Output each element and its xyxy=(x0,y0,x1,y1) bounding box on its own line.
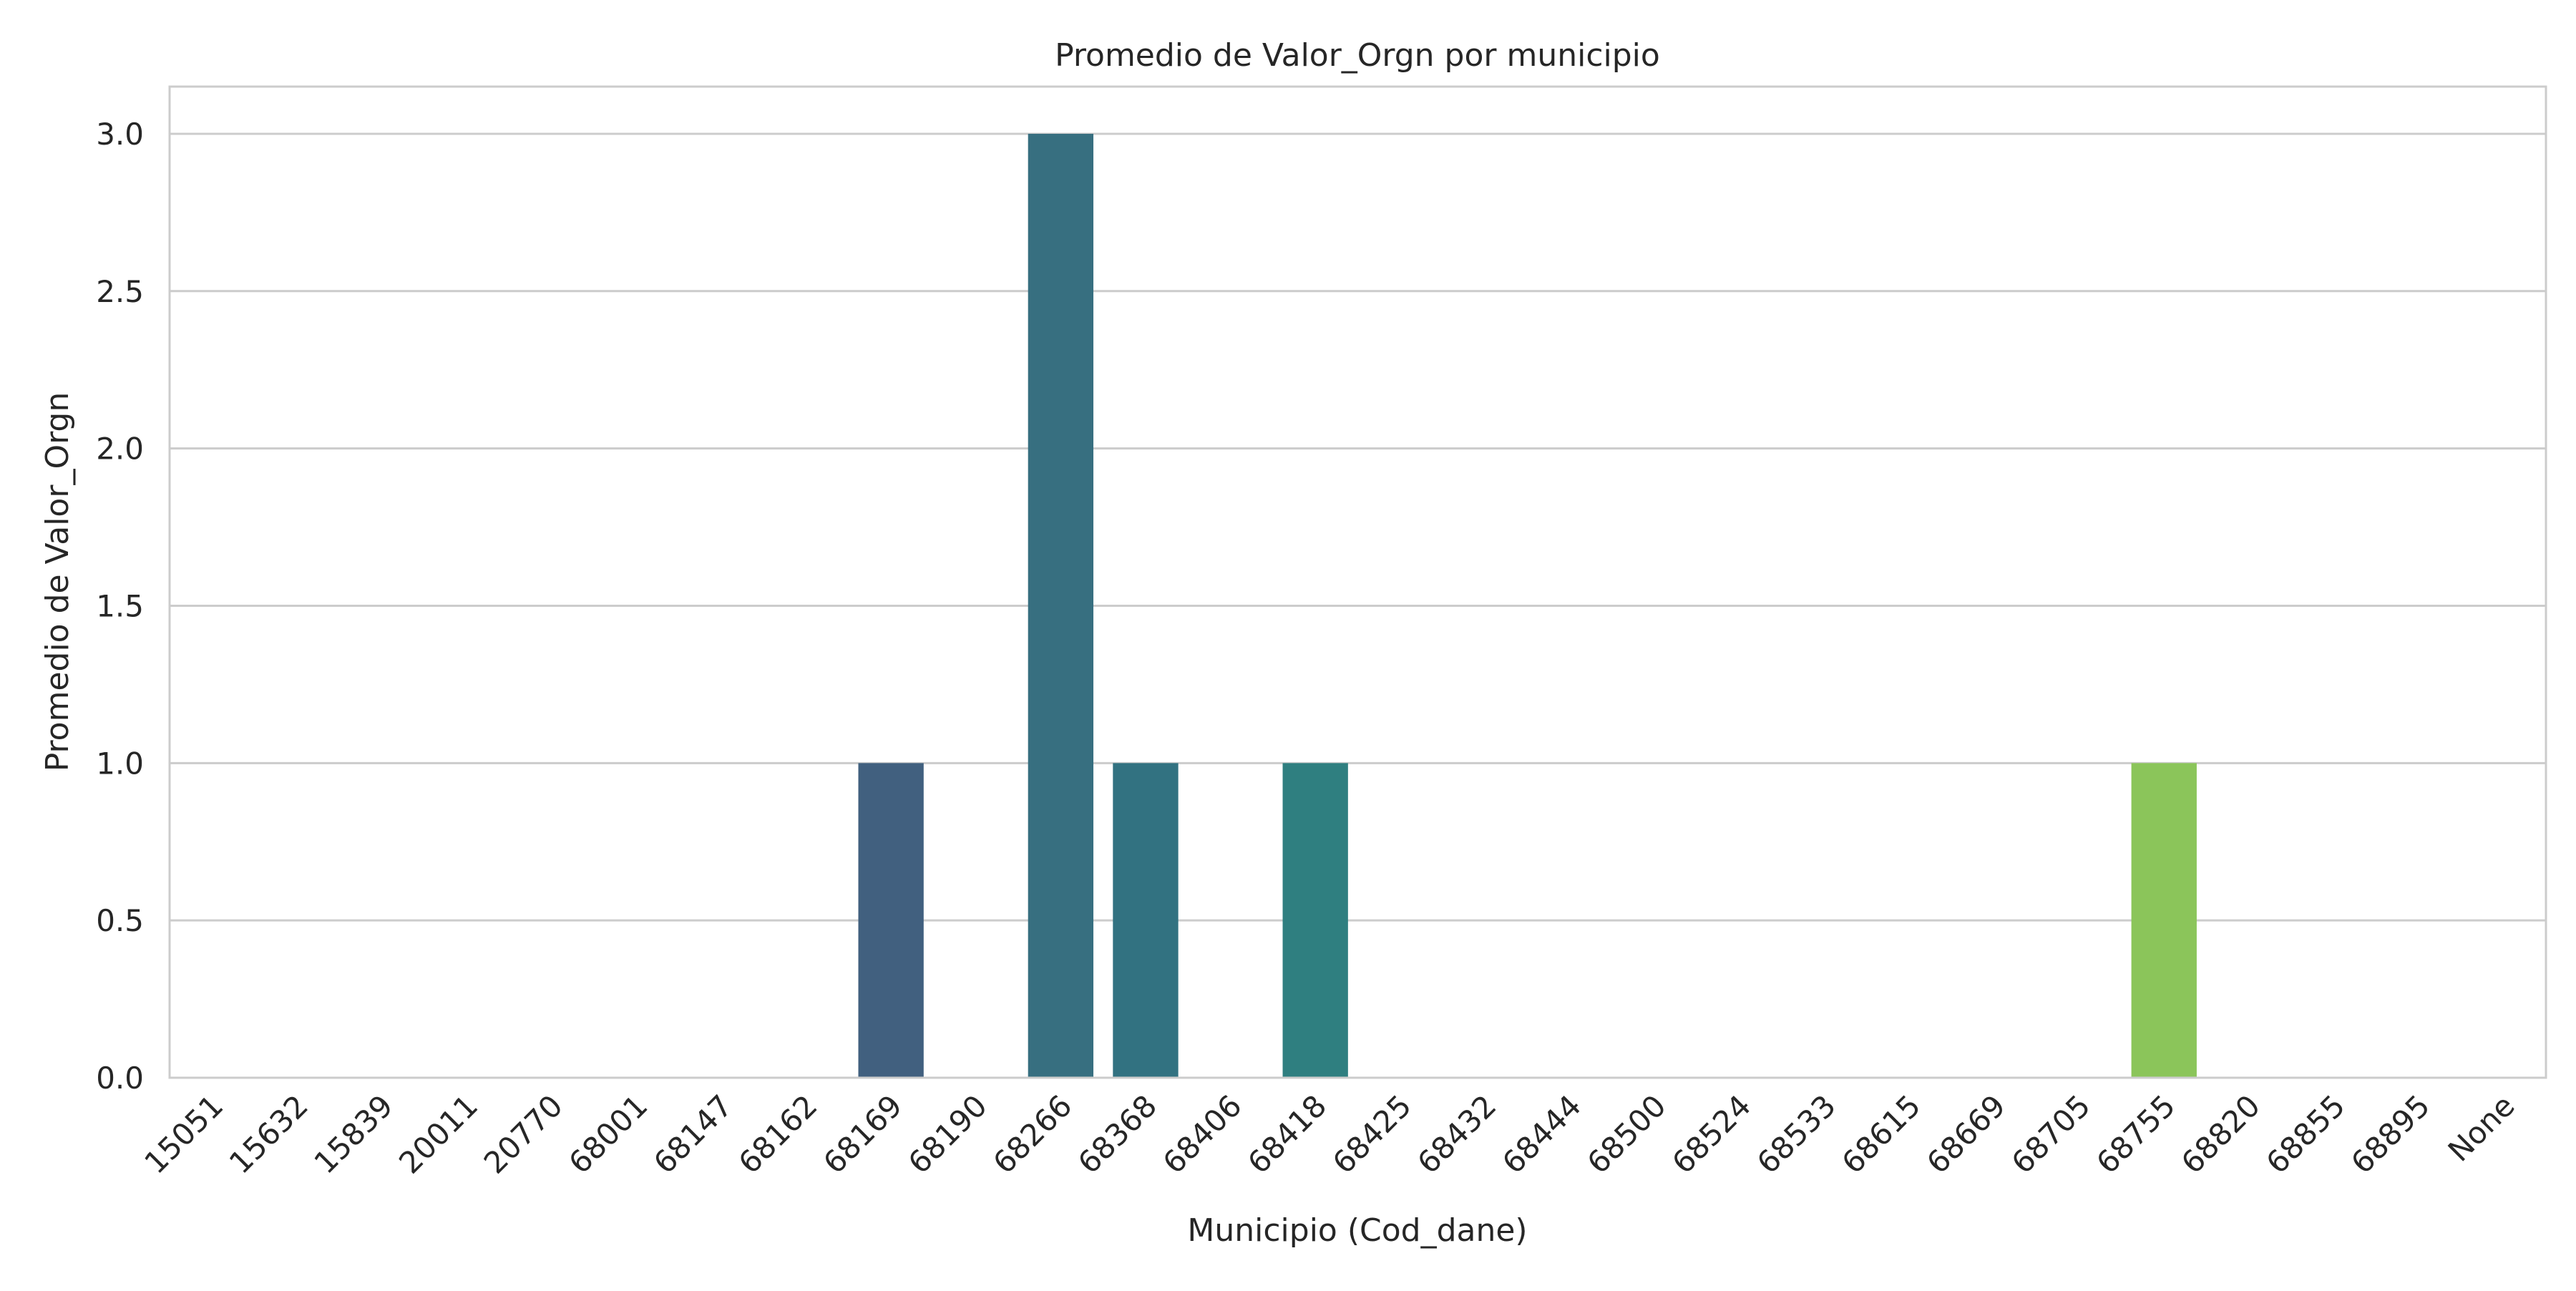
y-tick-label: 2.5 xyxy=(96,274,144,309)
gridlines xyxy=(170,132,2546,1079)
y-tick-labels: 0.0 0.5 1.0 1.5 2.0 2.5 3.0 xyxy=(96,117,144,1096)
bars xyxy=(858,133,2197,1078)
y-tick-label: 0.0 xyxy=(96,1061,144,1096)
y-tick-label: 2.0 xyxy=(96,432,144,467)
y-tick-label: 1.5 xyxy=(96,588,144,623)
y-tick-label: 1.0 xyxy=(96,746,144,781)
y-axis-label: Promedio de Valor_Orgn xyxy=(39,392,76,771)
chart-title: Promedio de Valor_Orgn por municipio xyxy=(1055,37,1660,74)
bar-68418 xyxy=(1282,763,1348,1078)
bar-68266 xyxy=(1028,133,1094,1078)
bar-68169 xyxy=(858,763,924,1078)
bar-68755 xyxy=(2131,763,2197,1078)
x-axis-label: Municipio (Cod_dane) xyxy=(1187,1212,1527,1249)
plot-frame xyxy=(168,85,2547,1079)
y-tick-label: 3.0 xyxy=(96,117,144,152)
y-tick-label: 0.5 xyxy=(96,903,144,938)
bar-68368 xyxy=(1113,763,1179,1078)
